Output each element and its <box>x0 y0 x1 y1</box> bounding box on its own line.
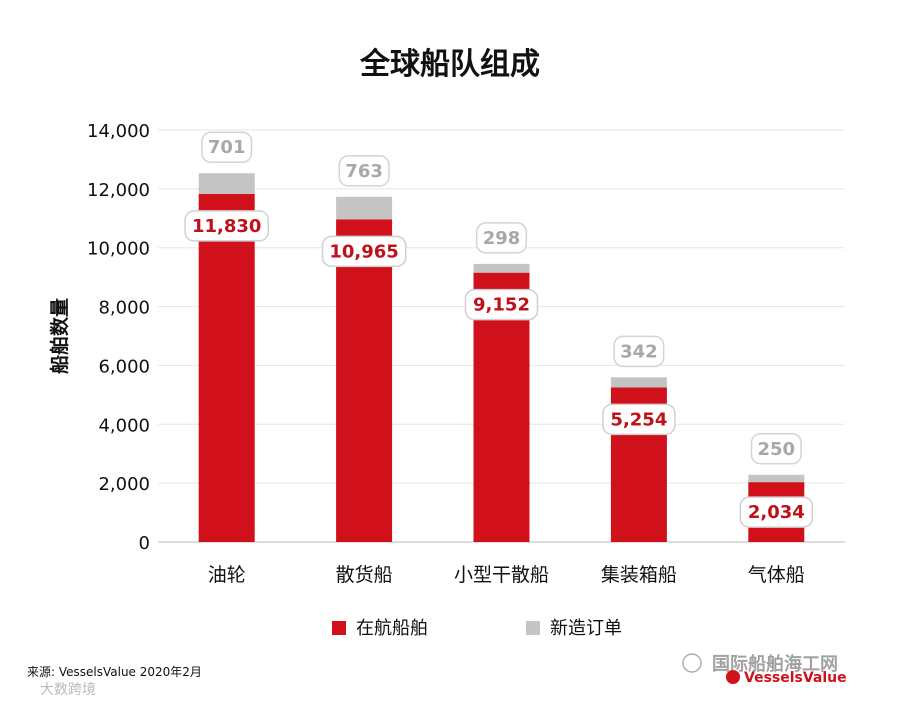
y-tick-label: 14,000 <box>87 121 150 142</box>
x-category-label: 气体船 <box>748 564 805 586</box>
watermark-text: 国际船舶海工网 <box>712 653 838 675</box>
data-labels: 11,830 701 10,965 763 9,152 298 5,254 342 2,034 2… <box>184 131 814 528</box>
x-category-label: 散货船 <box>336 564 393 586</box>
y-tick-label: 8,000 <box>98 298 150 319</box>
data-label-active: 11,830 <box>192 216 261 237</box>
y-axis-label: 船舶数量 <box>48 298 71 374</box>
legend-label-active: 在航船舶 <box>356 618 428 639</box>
legend-label-orderbook: 新造订单 <box>550 618 622 639</box>
wechat-icon <box>682 653 702 673</box>
y-tick-label: 4,000 <box>98 415 150 436</box>
source-note: 来源: VesselsValue 2020年2月 <box>27 665 202 679</box>
y-axis-ticks: 0 2,000 4,000 6,000 8,000 10,000 12,000 14,000 <box>87 121 150 554</box>
x-category-label: 集装箱船 <box>601 564 677 586</box>
data-label-box <box>613 335 665 368</box>
data-label-active: 2,034 <box>748 502 805 523</box>
watermark: 国际船舶海工网 大数跨境 <box>40 653 838 698</box>
bar-orderbook <box>748 474 805 483</box>
data-label-box <box>602 403 676 436</box>
y-tick-label: 10,000 <box>87 239 150 260</box>
data-label-box <box>464 288 539 321</box>
data-label-box <box>321 235 407 268</box>
x-category-label: 小型干散船 <box>454 564 549 586</box>
chart-title: 全球船队组成 <box>359 47 540 82</box>
y-tick-label: 12,000 <box>87 180 150 201</box>
x-axis-categories: 油轮 散货船 小型干散船 集装箱船 气体船 <box>208 564 805 586</box>
legend-swatch-orderbook <box>526 621 540 635</box>
data-label-active: 9,152 <box>473 295 530 316</box>
corner-watermark: 大数跨境 <box>40 682 96 698</box>
data-label-orderbook: 342 <box>620 341 658 362</box>
x-category-label: 油轮 <box>208 564 246 586</box>
data-label-box <box>201 131 253 163</box>
bar-active <box>198 193 255 543</box>
bar-orderbook <box>473 263 530 273</box>
data-label-box <box>475 222 528 254</box>
legend-swatch-active <box>332 621 346 635</box>
data-label-active: 5,254 <box>610 409 667 430</box>
bar-active <box>336 219 393 542</box>
bar-orderbook <box>336 196 393 220</box>
y-tick-label: 2,000 <box>98 474 150 495</box>
brand-logo-icon <box>726 670 740 684</box>
data-label-box <box>750 433 802 465</box>
data-label-orderbook: 250 <box>758 439 796 460</box>
data-label-orderbook: 298 <box>483 228 521 249</box>
bar-orderbook <box>610 377 667 388</box>
brand-logo: VesselsValue <box>726 670 847 686</box>
legend: 在航船舶 新造订单 <box>332 618 622 639</box>
data-label-box <box>338 155 390 187</box>
data-label-orderbook: 701 <box>208 137 246 158</box>
data-label-orderbook: 763 <box>345 161 383 182</box>
data-label-box <box>739 496 814 528</box>
brand-logo-text: VesselsValue <box>744 670 847 686</box>
bar-orderbook <box>198 173 255 194</box>
data-label-box <box>184 210 270 242</box>
y-tick-label: 6,000 <box>98 356 150 377</box>
data-label-active: 10,965 <box>329 241 398 262</box>
y-tick-label: 0 <box>139 533 150 554</box>
